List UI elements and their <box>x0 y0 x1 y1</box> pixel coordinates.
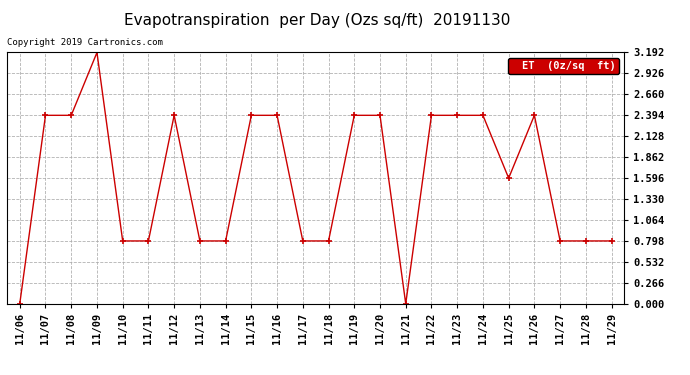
Text: Copyright 2019 Cartronics.com: Copyright 2019 Cartronics.com <box>7 39 163 48</box>
Text: Evapotranspiration  per Day (Ozs sq/ft)  20191130: Evapotranspiration per Day (Ozs sq/ft) 2… <box>124 13 511 28</box>
Legend: ET  (0z/sq  ft): ET (0z/sq ft) <box>508 58 619 74</box>
